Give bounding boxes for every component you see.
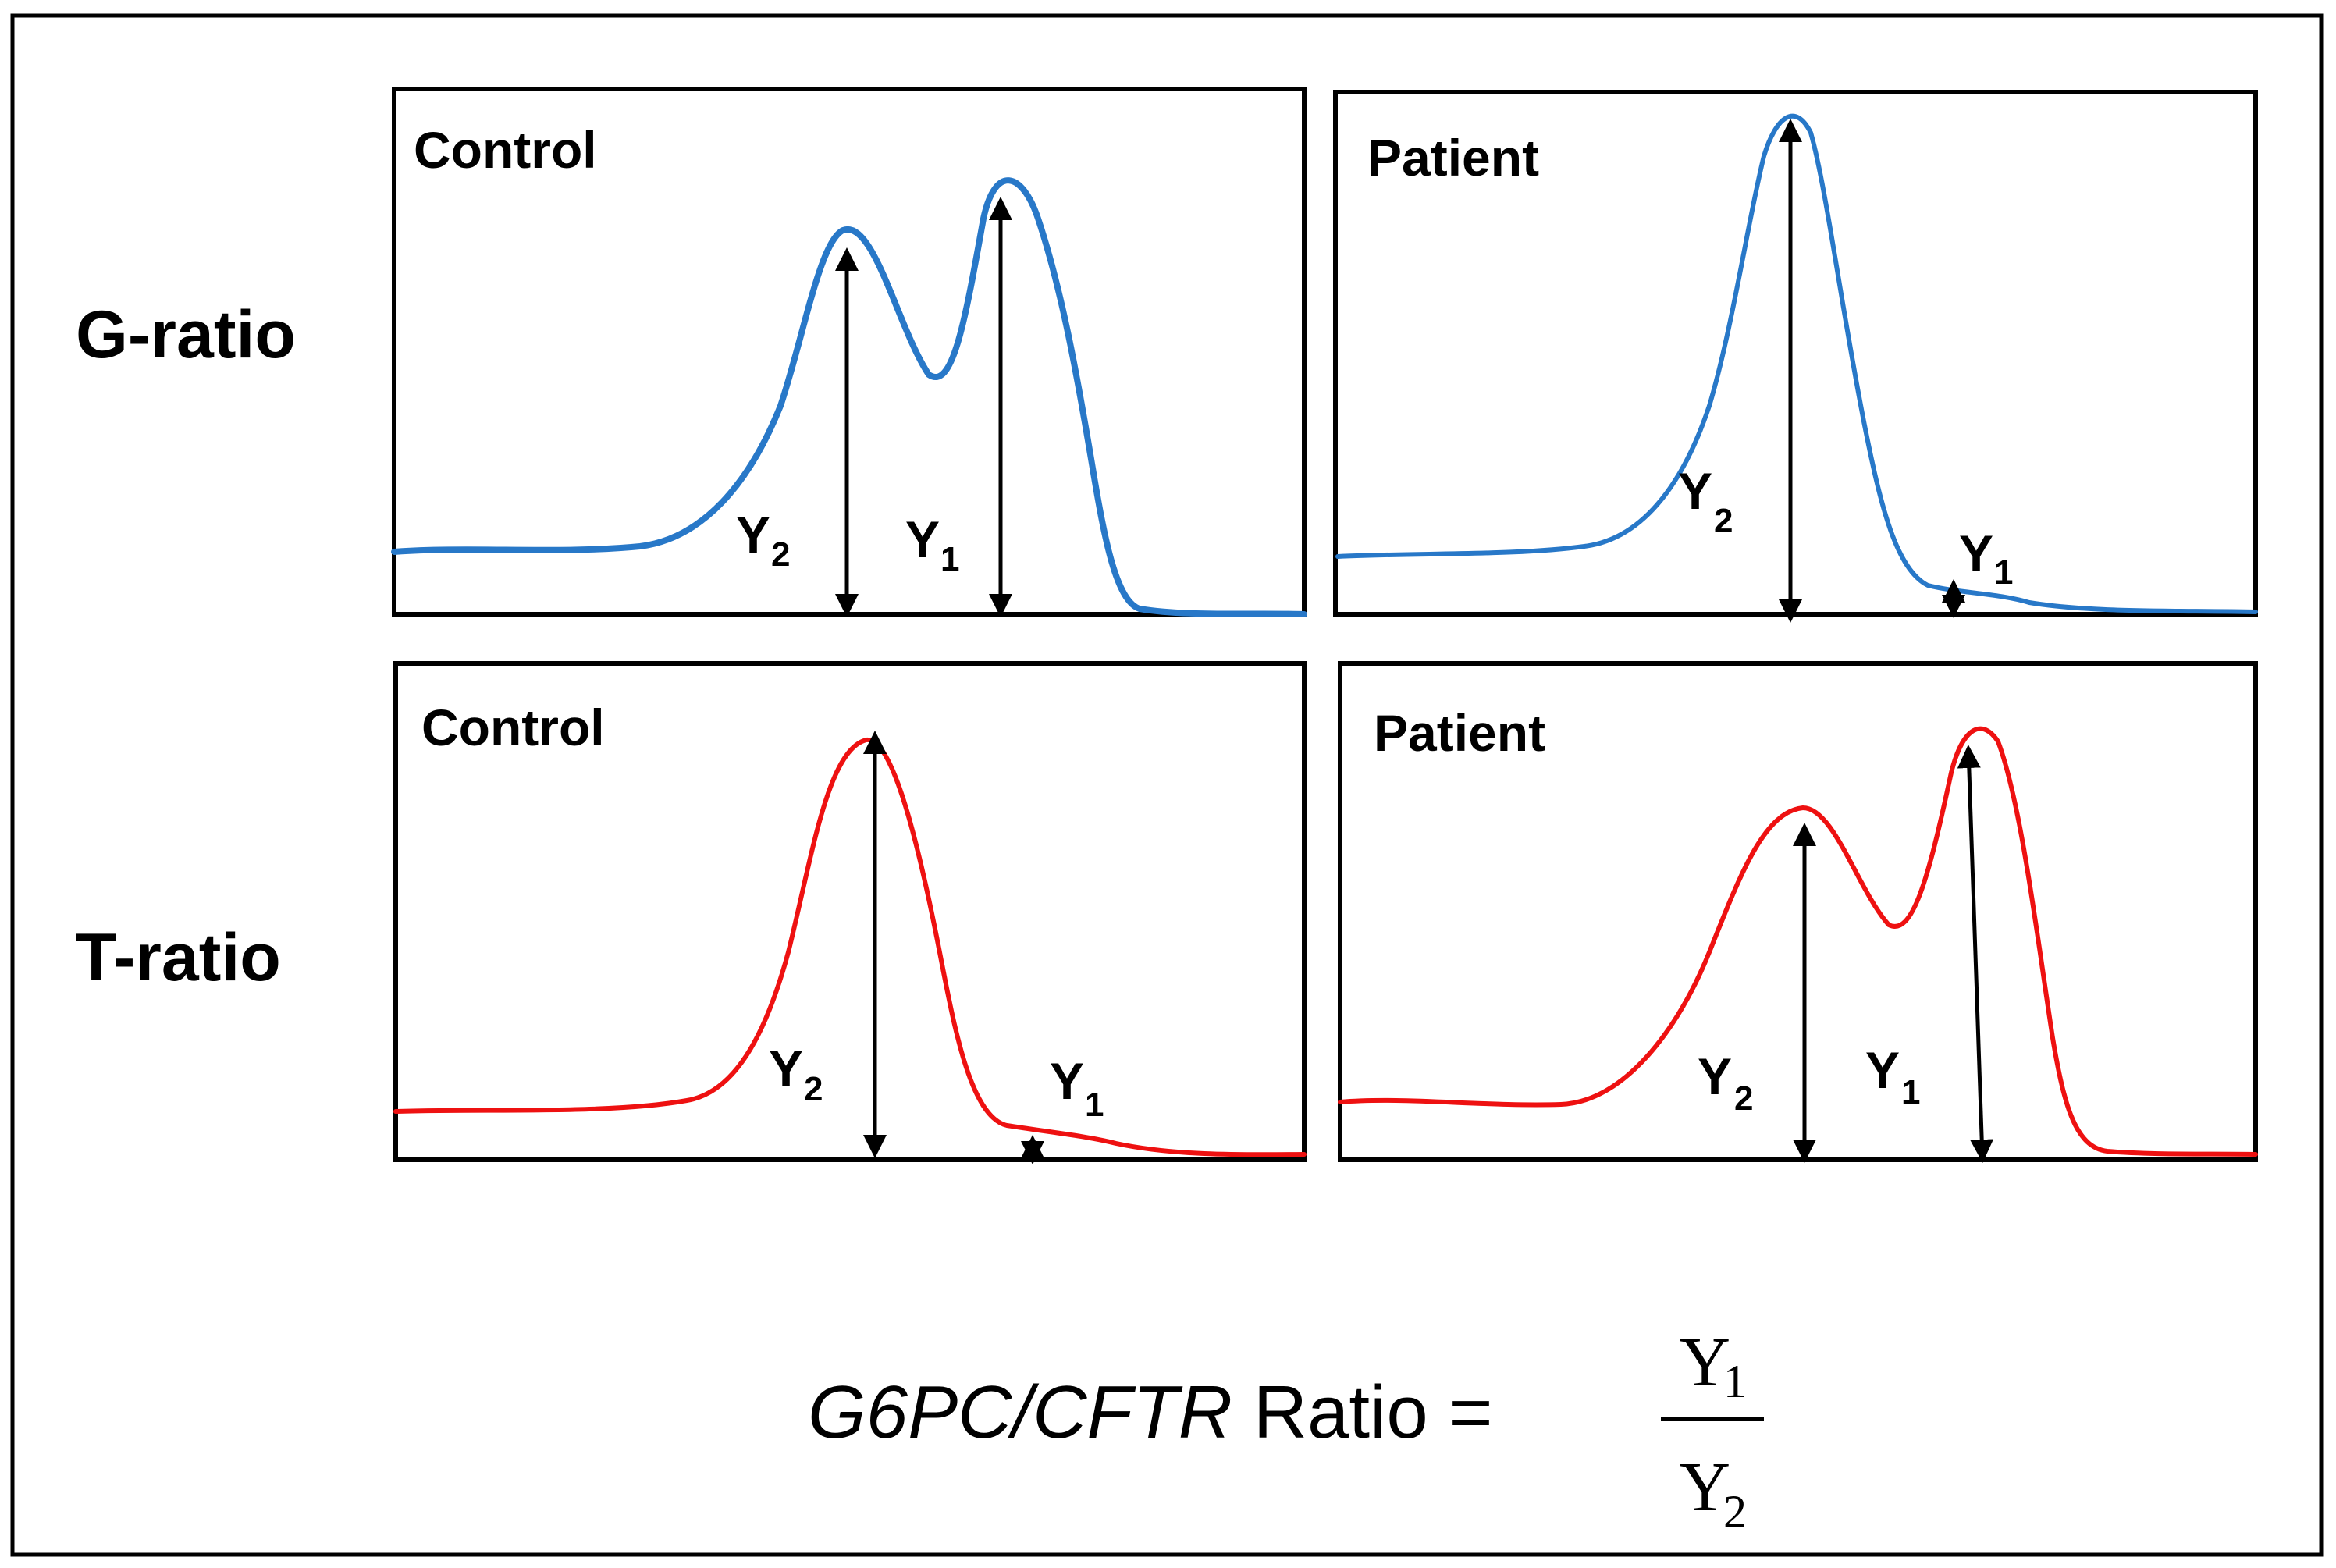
svg-text:Y: Y	[905, 510, 940, 568]
formula-text: G6PC/CFTR Ratio =	[808, 1371, 1513, 1454]
svg-text:2: 2	[804, 1070, 823, 1108]
svg-text:Y: Y	[1959, 524, 1993, 582]
fraction-numerator: Y 1	[1680, 1324, 1747, 1407]
svg-text:Y: Y	[736, 506, 770, 564]
svg-text:2: 2	[1714, 502, 1733, 540]
svg-text:Y: Y	[769, 1040, 803, 1097]
formula-gene-ratio: G6PC/CFTR	[808, 1371, 1232, 1454]
panel-title: Patient	[1367, 129, 1539, 187]
y1-label: Y 1	[905, 510, 959, 578]
fraction-denominator: Y 2	[1680, 1449, 1747, 1538]
svg-text:1: 1	[940, 540, 959, 578]
panel-t-control: Control Y 2 Y 1	[393, 661, 1307, 1164]
y2-label: Y 2	[1678, 462, 1733, 540]
svg-text:Y: Y	[1680, 1324, 1730, 1401]
svg-text:1: 1	[1994, 553, 2013, 592]
y2-label: Y 2	[736, 506, 790, 574]
row-label-g-ratio: G-ratio	[76, 297, 296, 372]
panel-frame	[393, 661, 1307, 1162]
y2-label: Y 2	[1698, 1047, 1753, 1118]
svg-text:1: 1	[1085, 1086, 1104, 1124]
panel-g-control: Control Y 2 Y 1	[391, 87, 1307, 617]
svg-text:2: 2	[1723, 1486, 1747, 1538]
g-control-curve	[391, 177, 1307, 617]
t-patient-curve	[1338, 726, 2258, 1157]
y1-label: Y 1	[1050, 1052, 1104, 1124]
row-label-t-ratio: T-ratio	[76, 920, 281, 995]
panel-title: Control	[414, 121, 597, 179]
y1-label: Y 1	[1865, 1041, 1920, 1111]
ratio-formula: G6PC/CFTR Ratio = Y 1 Y 2	[808, 1324, 1764, 1538]
y1-label: Y 1	[1959, 524, 2013, 592]
svg-text:2: 2	[1734, 1079, 1753, 1118]
panel-title: Patient	[1374, 704, 1545, 762]
y2-label: Y 2	[769, 1040, 823, 1108]
panel-g-patient: Patient Y 2 Y 1	[1333, 90, 2258, 623]
svg-text:1: 1	[1723, 1356, 1747, 1407]
svg-text:Y: Y	[1680, 1449, 1730, 1526]
svg-text:Y: Y	[1865, 1041, 1900, 1099]
svg-text:1: 1	[1901, 1073, 1920, 1111]
formula-ratio-word: Ratio =	[1232, 1371, 1513, 1454]
panel-t-patient: Patient Y 2 Y 1	[1338, 661, 2258, 1163]
svg-text:2: 2	[771, 535, 790, 574]
panel-title: Control	[421, 699, 605, 756]
y1-arrow	[1957, 745, 1994, 1163]
svg-text:Y: Y	[1050, 1052, 1084, 1110]
outer-frame	[10, 13, 2324, 1557]
g-patient-curve	[1335, 113, 2258, 614]
svg-text:Y: Y	[1678, 462, 1712, 520]
svg-text:Y: Y	[1698, 1047, 1732, 1105]
